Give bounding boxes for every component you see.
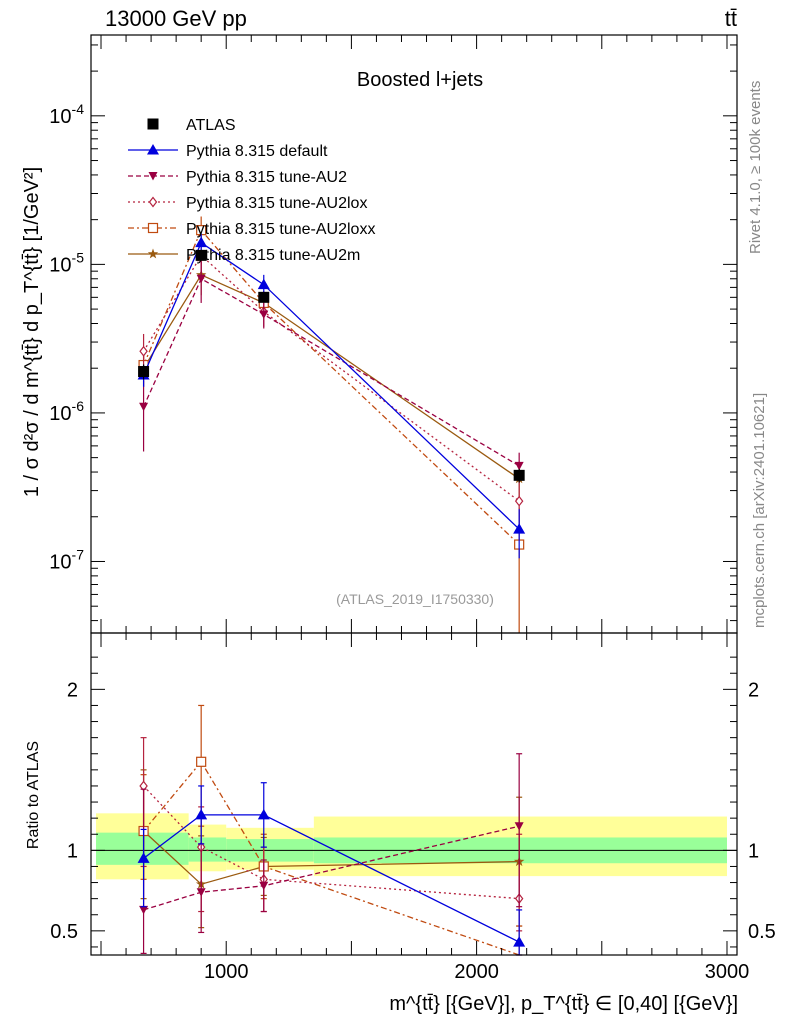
line-ratio-au2 (143, 825, 520, 911)
legend-label-default: Pythia 8.315 default (186, 143, 328, 160)
point-ratio-default-0 (137, 852, 150, 863)
point-main-au2lox-0 (139, 345, 148, 357)
line-ratio-au2lox (143, 785, 520, 900)
side-label-mcplots: mcplots.cern.ch [arXiv:2401.10621] (751, 393, 768, 628)
analysis-tag: (ATLAS_2019_I1750330) (336, 591, 494, 607)
ytick-label-ratio-right-0: 0.5 (748, 921, 776, 943)
legend: ATLAS Pythia 8.315 default Pythia 8.315 tu… (128, 117, 375, 264)
point-main-au2-1 (196, 274, 206, 284)
main-ylabel: 1 / σ d²σ / d m^{tt̄} d p_T^{tt̄} [1/GeV… (21, 167, 43, 497)
point-main-au2-2 (259, 310, 269, 319)
ytick-label-ratio-left-0: 0.5 (50, 921, 78, 943)
legend-entry-atlas: ATLAS (147, 117, 236, 134)
line-ratio-au2m (143, 830, 520, 885)
ytick-label-main-0: 10-7 (49, 546, 84, 573)
line-main-au2lox (143, 254, 520, 502)
point-main-atlas-2 (258, 291, 270, 303)
line-main-au2loxx (143, 228, 520, 545)
line-ratio-au2loxx (143, 760, 520, 956)
point-ratio-default-1 (195, 808, 208, 820)
xtick-label-2: 3000 (705, 961, 750, 983)
series-default (137, 233, 526, 956)
point-main-default-2 (257, 278, 270, 290)
series-curves (137, 216, 526, 956)
point-ratio-au2loxx-1 (196, 756, 207, 767)
chart-title: Boosted l+jets (357, 69, 483, 91)
header-energy-label: 13000 GeV pp (105, 6, 247, 31)
legend-label-atlas: ATLAS (186, 117, 236, 134)
legend-marker-au2m (147, 248, 159, 259)
legend-label-au2loxx: Pythia 8.315 tune-AU2loxx (186, 221, 375, 238)
point-ratio-au2-2 (259, 881, 269, 891)
legend-label-au2: Pythia 8.315 tune-AU2 (186, 169, 347, 186)
ytick-label-ratio-right-2: 2 (748, 679, 759, 701)
ratio-frame (90, 632, 738, 956)
point-main-au2-0 (139, 402, 149, 412)
line-main-default (143, 241, 520, 530)
legend-entry-au2loxx: Pythia 8.315 tune-AU2loxx (128, 221, 375, 238)
ytick-label-ratio-left-1: 1 (67, 840, 78, 862)
ratio-ylabel: Ratio to ATLAS (25, 741, 42, 849)
legend-label-au2m: Pythia 8.315 tune-AU2m (186, 247, 360, 264)
line-main-au2 (143, 277, 520, 467)
ytick-label-main-1: 10-6 (49, 398, 84, 425)
legend-marker-au2 (148, 172, 158, 181)
point-main-au2lox-3 (514, 495, 524, 507)
plot-frames (90, 34, 738, 956)
series-atlas (138, 249, 525, 483)
line-main-au2m (143, 274, 520, 480)
legend-marker-default (147, 144, 159, 155)
point-main-atlas-1 (195, 249, 207, 261)
legend-marker-au2loxx (147, 222, 159, 234)
line-ratio-default (143, 814, 520, 943)
legend-label-au2lox: Pythia 8.315 tune-AU2lox (186, 195, 367, 212)
point-main-default-3 (513, 523, 526, 534)
legend-marker-atlas (147, 118, 159, 130)
legend-entry-au2lox: Pythia 8.315 tune-AU2lox (128, 195, 367, 212)
header-process-label: tt̄ (725, 6, 737, 31)
point-ratio-au2-3 (514, 822, 524, 831)
point-ratio-default-3 (513, 936, 526, 947)
ytick-label-main-3: 10-4 (49, 101, 84, 128)
legend-entry-au2: Pythia 8.315 tune-AU2 (128, 169, 347, 186)
point-main-default-1 (195, 236, 208, 248)
point-ratio-au2-0 (139, 905, 149, 915)
legend-marker-au2lox (148, 196, 158, 208)
point-ratio-default-2 (257, 808, 270, 820)
xtick-label-1: 2000 (454, 961, 499, 983)
point-main-au2-3 (514, 461, 524, 471)
point-main-atlas-0 (138, 366, 150, 378)
legend-entry-default: Pythia 8.315 default (128, 143, 328, 160)
band-inner-bin-1 (188, 837, 227, 862)
ytick-label-main-2: 10-5 (49, 249, 84, 276)
ytick-label-ratio-left-2: 2 (67, 679, 78, 701)
ytick-label-ratio-right-1: 1 (748, 840, 759, 862)
xtick-label-0: 1000 (204, 961, 249, 983)
uncertainty-bands (91, 813, 737, 880)
axis-ticks: 1000 2000 3000 10-7 10-6 10-5 10-4 0.5 0.5 1 1 2 2 (49, 35, 776, 983)
point-ratio-au2-1 (196, 888, 206, 897)
x-axis-label: m^{tt̄} [{GeV}], p_T^{tt̄} ∈ [0,40] [{Ge… (389, 993, 738, 1015)
point-main-atlas-3 (513, 469, 525, 481)
legend-entry-au2m: Pythia 8.315 tune-AU2m (128, 247, 360, 264)
side-label-rivet: Rivet 4.1.0, ≥ 100k events (747, 81, 764, 254)
